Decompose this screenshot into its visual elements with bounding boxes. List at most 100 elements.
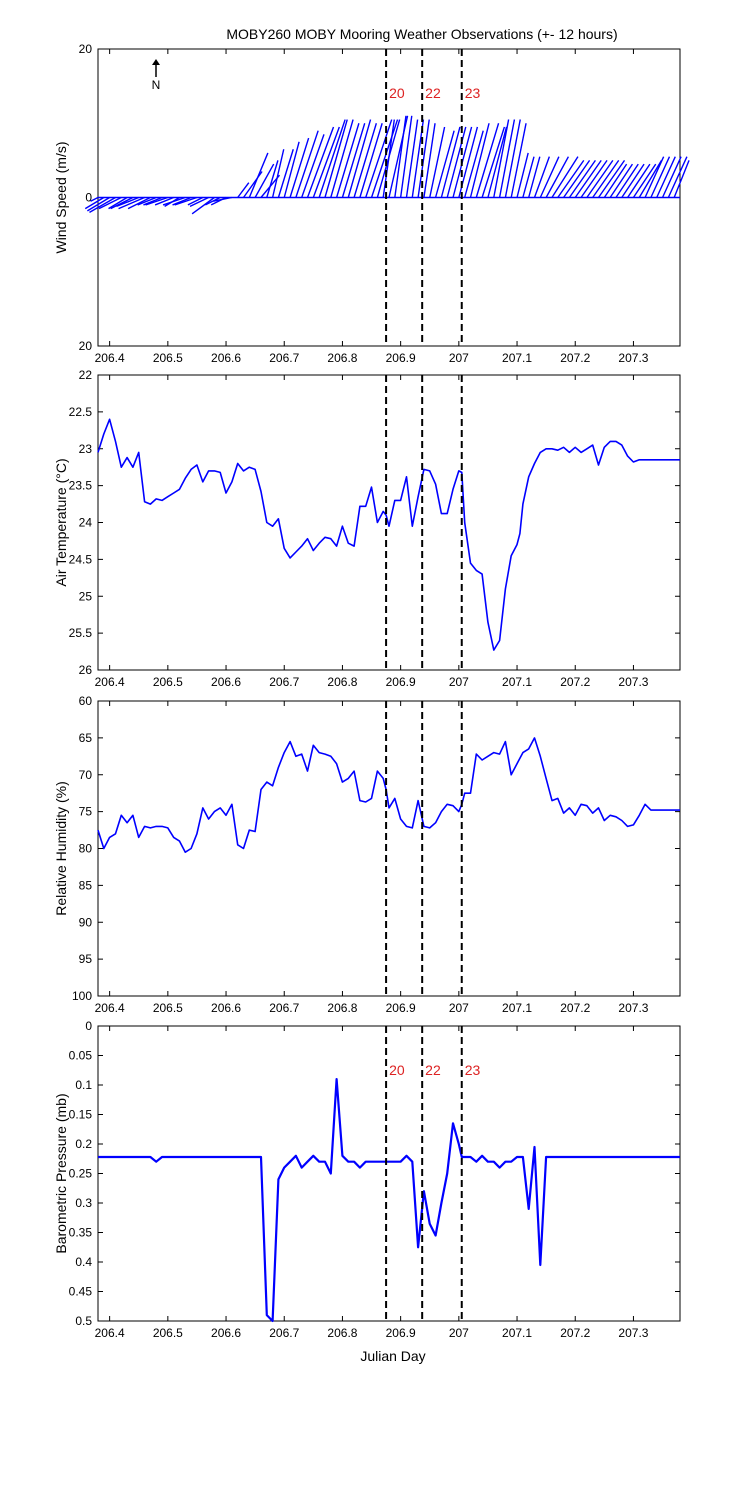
wind-vector — [638, 160, 663, 198]
barometric-pressure-panel: 206.4 206.5 206.6 206.7 206.8 206.9 207 207.1 20… — [53, 1019, 681, 1340]
wind-vector — [98, 196, 122, 210]
x-tick-label: 206.5 — [153, 1001, 183, 1015]
wind-vector — [116, 196, 139, 208]
wind-vector — [365, 119, 393, 198]
y-tick-label: 0.15 — [69, 1108, 93, 1122]
x-tick-label: 206.5 — [153, 675, 183, 689]
wind-vector — [90, 196, 99, 202]
x-tick-label: 206.4 — [95, 1326, 125, 1340]
wind-vector — [597, 159, 626, 198]
x-tick-label: 207.1 — [502, 675, 532, 689]
wind-vector — [510, 123, 527, 198]
wind-vector — [143, 196, 163, 206]
x-tick-label: 207 — [449, 351, 469, 365]
data-line — [97, 737, 680, 854]
x-tick-label: 206.6 — [211, 1001, 241, 1015]
wind-vector — [213, 196, 232, 202]
x-tick-label: 207.1 — [502, 1001, 532, 1015]
y-tick-label: 26 — [79, 663, 93, 677]
wind-vector — [481, 126, 506, 198]
wind-vector — [539, 156, 560, 198]
x-tick-label: 206.7 — [269, 1326, 299, 1340]
y-tick-label: 60 — [79, 694, 93, 708]
y-axis-label: Wind Speed (m/s) — [53, 141, 69, 253]
wind-vector — [417, 119, 430, 198]
wind-vector — [528, 156, 541, 198]
data-line — [98, 1077, 680, 1323]
north-label: N — [152, 78, 161, 92]
wind-vector — [108, 196, 128, 210]
north-arrow: N — [152, 59, 161, 92]
x-tick-label: 207.1 — [502, 1326, 532, 1340]
wind-vector — [574, 159, 602, 198]
x-tick-label: 206.6 — [211, 351, 241, 365]
figure-title: MOBY260 MOBY Mooring Weather Observation… — [226, 26, 617, 42]
wind-vector — [656, 156, 676, 198]
wind-vector — [324, 119, 348, 198]
y-tick-label: 0.5 — [75, 1314, 92, 1328]
wind-vector — [347, 119, 372, 198]
wind-vector — [557, 159, 585, 198]
wind-vector — [118, 196, 145, 210]
wind-vector — [87, 196, 111, 212]
wind-vector — [632, 163, 657, 198]
wind-vector — [359, 123, 383, 198]
y-tick-label: 20 — [79, 42, 93, 56]
wind-vector — [330, 119, 354, 198]
wind-vector — [189, 196, 209, 208]
wind-vector — [271, 149, 285, 198]
x-tick-label: 206.9 — [386, 351, 416, 365]
wind-vector — [174, 196, 198, 206]
wind-vector — [127, 196, 151, 210]
y-tick-label: 95 — [79, 952, 93, 966]
wind-vector — [277, 149, 294, 198]
y-tick-label: 23 — [79, 442, 93, 456]
x-tick-label: 206.8 — [327, 675, 357, 689]
x-tick-label: 206.7 — [269, 351, 299, 365]
wind-vector — [335, 123, 360, 198]
x-tick-label: 206.9 — [386, 675, 416, 689]
wind-vector — [661, 156, 682, 198]
y-tick-label: 85 — [79, 878, 93, 892]
y-tick-label: 70 — [79, 768, 93, 782]
wind-vector — [283, 141, 300, 198]
wind-vector — [399, 115, 413, 198]
wind-vector — [318, 119, 346, 198]
x-tick-label: 207.2 — [560, 675, 590, 689]
wind-vector — [498, 119, 516, 198]
wind-vector — [237, 182, 250, 198]
wind-vector — [434, 130, 455, 198]
wind-vector — [341, 123, 366, 198]
x-tick-label: 206.5 — [153, 351, 183, 365]
y-axis-label: Barometric Pressure (mb) — [53, 1093, 69, 1253]
wind-vector — [580, 159, 608, 198]
wind-vector — [187, 196, 204, 206]
air-temperature-panel: 206.4 206.5 206.6 206.7 206.8 206.9 207 207.1 20… — [53, 368, 681, 689]
wind-vector — [603, 163, 628, 198]
y-tick-label: 65 — [79, 731, 93, 745]
wind-vector — [621, 163, 645, 198]
y-tick-label: 0 — [85, 191, 92, 205]
wind-vector — [306, 126, 335, 198]
wind-vector — [205, 196, 221, 206]
x-tick-label: 207 — [449, 1001, 469, 1015]
y-axis-label: Air Temperature (°C) — [53, 458, 69, 586]
wind-vector — [312, 126, 340, 198]
x-tick-label: 206.9 — [386, 1326, 416, 1340]
marker-label: 23 — [465, 85, 481, 101]
wind-vector — [475, 123, 500, 198]
wind-vector — [522, 156, 535, 198]
x-tick-label: 206.9 — [386, 1001, 416, 1015]
wind-vector — [191, 196, 215, 215]
x-tick-label: 206.6 — [211, 1326, 241, 1340]
relative-humidity-panel: 206.4 206.5 206.6 206.7 206.8 206.9 207 207.1 20… — [53, 694, 681, 1015]
y-tick-label: 0 — [85, 1019, 92, 1033]
wind-vector — [382, 119, 396, 198]
y-tick-label: 0.05 — [69, 1049, 93, 1063]
marker-label: 20 — [389, 1062, 405, 1078]
wind-vector — [137, 196, 157, 206]
y-tick-label: 100 — [72, 989, 92, 1003]
y-tick-label: 0.25 — [69, 1167, 93, 1181]
wind-vector — [463, 130, 484, 198]
data-line — [97, 418, 680, 651]
